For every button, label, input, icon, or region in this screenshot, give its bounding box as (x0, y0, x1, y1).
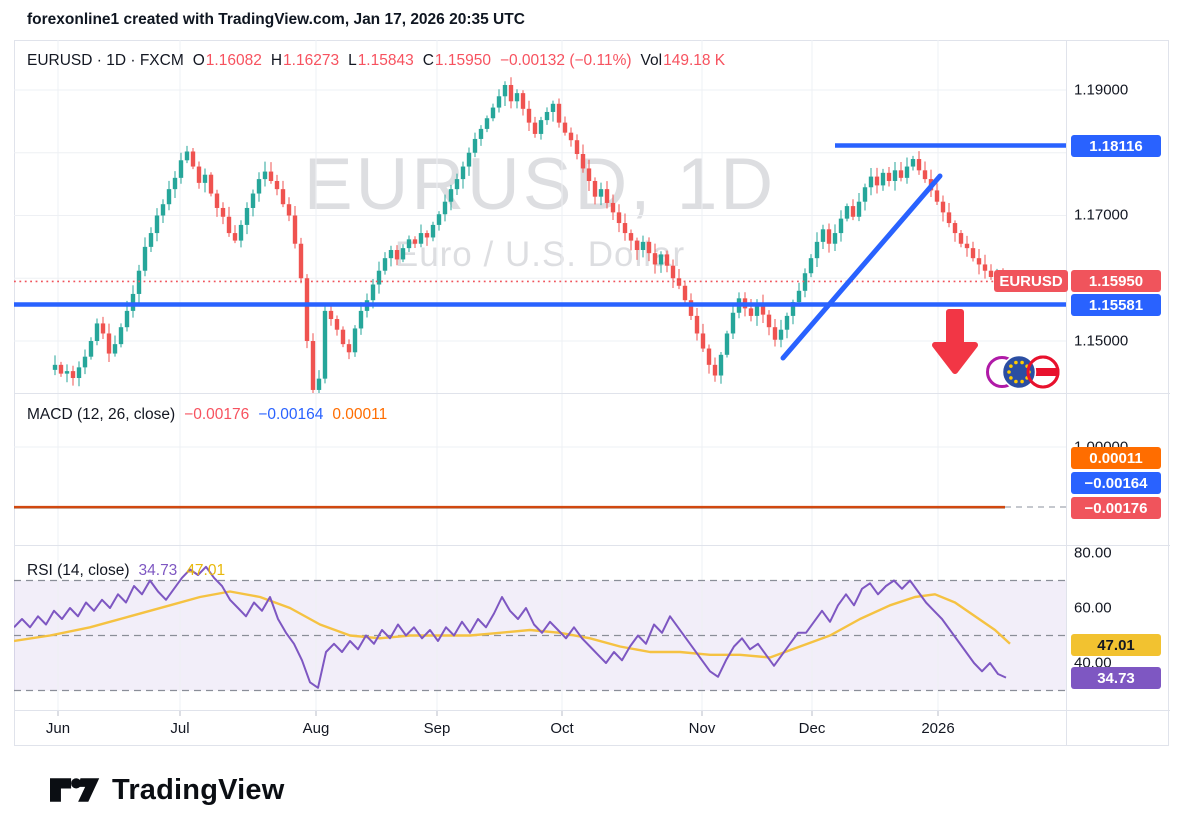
price-scale-label[interactable]: 1.19000 (1074, 81, 1129, 99)
macd-signal-value: −0.00164 (258, 406, 324, 423)
macd-legend[interactable]: MACD (12, 26, close) −0.00176 −0.00164 0… (27, 406, 387, 424)
macd-hist-value: 0.00011 (332, 406, 388, 423)
ohlc-high: H 1.16273 (270, 52, 340, 69)
time-axis-label-jul[interactable]: Jul (170, 720, 190, 737)
time-axis-label-jun[interactable]: Jun (45, 720, 71, 737)
rsi-title[interactable]: RSI (14, close) (27, 562, 130, 579)
macd-value-badge: −0.00176 (1071, 497, 1161, 519)
tradingview-logo[interactable]: TradingView (50, 772, 285, 808)
tradingview-logo-icon (50, 778, 100, 802)
price-pane-canvas[interactable] (14, 40, 1066, 393)
rsi-ma-badge: 47.01 (1071, 634, 1161, 656)
symbol-title[interactable]: EURUSD · 1D · FXCM (27, 52, 184, 69)
rsi-value: 34.73 (138, 562, 178, 579)
macd-hist-badge: 0.00011 (1071, 447, 1161, 469)
ohlc-low: L 1.15843 (348, 52, 414, 69)
pane-separator (14, 710, 1170, 711)
time-axis-label-nov[interactable]: Nov (688, 720, 716, 737)
rsi-value-badge: 34.73 (1071, 667, 1161, 689)
attribution-text: forexonline1 created with TradingView.co… (27, 11, 525, 28)
rsi-pane-canvas[interactable] (14, 545, 1066, 710)
price-scale-label[interactable]: 1.15000 (1074, 332, 1129, 350)
rsi-ma-value: 47.01 (186, 562, 226, 579)
macd-value: −0.00176 (184, 406, 250, 423)
price-scale-separator (1066, 40, 1067, 746)
rsi-scale-label[interactable]: 60.00 (1074, 599, 1112, 617)
ohlc-close: C 1.15950 (422, 52, 491, 69)
ohlc-open: O 1.16082 (192, 52, 262, 69)
last-price-badge: 1.15950 (1071, 270, 1161, 292)
time-axis-label-dec[interactable]: Dec (798, 720, 826, 737)
macd-signal-badge: −0.00164 (1071, 472, 1161, 494)
pane-separator[interactable] (14, 545, 1170, 546)
macd-title[interactable]: MACD (12, 26, close) (27, 406, 176, 423)
resistance-price-badge: 1.18116 (1071, 135, 1161, 157)
price-legend[interactable]: EURUSD · 1D · FXCM O 1.16082 H 1.16273 L 1.… (27, 52, 725, 70)
support-price-badge: 1.15581 (1071, 294, 1161, 316)
time-axis-canvas[interactable] (14, 710, 1066, 746)
symbol-price-badge: EURUSD (994, 270, 1068, 292)
time-axis-label-oct[interactable]: Oct (550, 720, 574, 737)
change-value: −0.00132 (−0.11%) (499, 52, 632, 69)
time-axis-label-sep[interactable]: Sep (423, 720, 451, 737)
volume-value: Vol 149.18 K (640, 52, 726, 69)
tradingview-logo-text: TradingView (112, 773, 285, 806)
price-scale-label[interactable]: 1.17000 (1074, 206, 1129, 224)
macd-pane-canvas[interactable] (14, 393, 1066, 545)
rsi-scale-label[interactable]: 80.00 (1074, 544, 1112, 562)
time-axis-label-aug[interactable]: Aug (302, 720, 330, 737)
rsi-legend[interactable]: RSI (14, close) 34.73 47.01 (27, 562, 225, 580)
pane-separator[interactable] (14, 393, 1170, 394)
time-axis-label-2026[interactable]: 2026 (921, 720, 955, 737)
